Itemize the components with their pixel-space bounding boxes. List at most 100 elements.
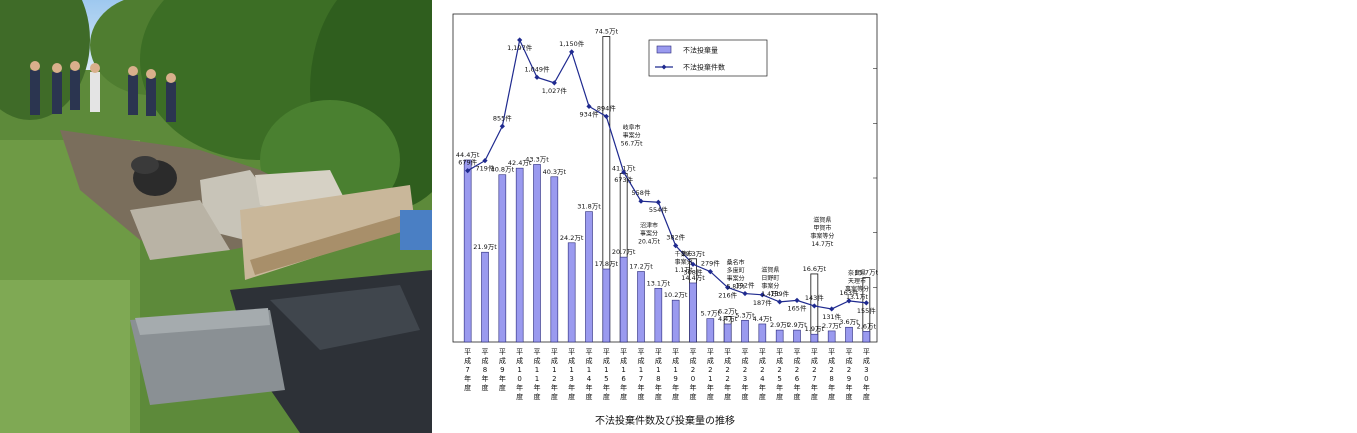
x-tick-label: 平 xyxy=(499,348,506,356)
x-tick-label: 年 xyxy=(551,383,558,392)
x-tick-label: 度 xyxy=(534,392,541,401)
x-tick-label: 度 xyxy=(828,392,835,401)
cases-label: 673件 xyxy=(614,175,633,184)
x-tick-label: 0 xyxy=(691,375,695,383)
amount-label: 43.3万t xyxy=(525,155,549,163)
cases-label: 279件 xyxy=(701,259,720,268)
x-tick-label: 平 xyxy=(534,348,541,356)
x-tick-label: 年 xyxy=(776,383,783,392)
amount-label: 42.4万t xyxy=(508,159,532,167)
cases-label: 934件 xyxy=(580,109,599,118)
x-tick-label: 平 xyxy=(568,348,575,356)
annotation-text: 桑名市 xyxy=(727,259,745,267)
x-tick-label: 成 xyxy=(724,356,731,365)
x-tick-label: 平 xyxy=(828,348,835,356)
chart-panel: 44.4万t 21.9万t 40.8万t 42.4万t 43.3万t 40.3万t 24.2… xyxy=(440,0,890,433)
amount-bar xyxy=(741,319,749,343)
x-tick-label: 1 xyxy=(552,366,556,374)
x-tick-label: 度 xyxy=(863,392,870,401)
amount-label: 13.1万t xyxy=(647,279,671,287)
x-tick-label: 成 xyxy=(568,356,575,365)
cases-label: 1,049件 xyxy=(524,64,550,73)
chart-canvas: 44.4万t21.9万t40.8万t42.4万t43.3万t40.3万t24.2… xyxy=(452,13,879,401)
cases-point xyxy=(482,157,488,164)
annotation-text: 14.7万t xyxy=(811,241,833,248)
annotation-text: 天理市 xyxy=(848,277,866,285)
x-tick-label: 成 xyxy=(464,356,471,365)
x-tick-label: 0 xyxy=(517,375,521,383)
annotation-text: 事案分 xyxy=(761,282,779,290)
legend-label-amount: 不法投棄量 xyxy=(683,46,718,55)
x-tick-label: 7 xyxy=(639,375,643,383)
x-tick-label: 成 xyxy=(516,356,523,365)
x-tick-label: 8 xyxy=(483,366,487,374)
x-tick-label: 1 xyxy=(639,366,643,374)
x-tick-label: 成 xyxy=(638,356,645,365)
x-tick-label: 年 xyxy=(794,383,801,392)
x-tick-label: 2 xyxy=(812,366,816,374)
cases-label: 719件 xyxy=(476,164,495,173)
x-tick-label: 9 xyxy=(500,366,504,374)
cases-point xyxy=(811,303,817,309)
cases-point xyxy=(829,306,835,312)
x-tick-label: 年 xyxy=(690,383,697,392)
x-tick-label: 3 xyxy=(743,375,747,383)
amount-bar xyxy=(585,211,593,343)
x-tick-label: 度 xyxy=(742,392,749,401)
x-tick-label: 度 xyxy=(516,392,523,401)
cases-point xyxy=(690,261,696,267)
amount-bar xyxy=(810,333,819,343)
annotation-text: 20.4万t xyxy=(638,238,660,245)
x-tick-label: 度 xyxy=(638,392,645,401)
x-tick-label: 0 xyxy=(864,375,868,383)
annotation-text: 滋賀県 xyxy=(813,216,831,224)
amount-bar xyxy=(845,326,853,343)
x-tick-label: 年 xyxy=(828,383,835,392)
cases-label: 165件 xyxy=(788,303,807,312)
x-tick-label: 平 xyxy=(846,348,853,356)
x-tick-label: 平 xyxy=(672,348,679,356)
x-tick-label: 成 xyxy=(586,356,593,365)
x-tick-label: 平 xyxy=(655,348,662,356)
amount-bar xyxy=(602,268,611,343)
chart-caption: 不法投棄件数及び投棄量の推移 xyxy=(595,416,735,427)
x-tick-label: 年 xyxy=(464,374,471,383)
amount-bar xyxy=(515,167,524,343)
annotation-text: 岐阜市 xyxy=(623,123,641,131)
x-tick-label: 度 xyxy=(499,383,506,392)
x-tick-label: 成 xyxy=(846,356,853,365)
x-tick-label: 年 xyxy=(724,383,731,392)
annotation-text: 事案等分 xyxy=(810,232,834,240)
legend-label-cases: 不法投棄件数 xyxy=(683,63,725,72)
x-tick-label: 4 xyxy=(587,375,592,383)
cases-label: 143件 xyxy=(805,293,824,302)
x-tick-label: 成 xyxy=(655,356,662,365)
annotation-text: 日野町 xyxy=(761,274,779,282)
amount-label: 31.8万t xyxy=(577,203,601,211)
x-tick-label: 1 xyxy=(604,366,608,374)
x-tick-label: 成 xyxy=(482,356,489,365)
annotation-text: 甲賀市 xyxy=(813,224,831,232)
amount-label: 4.4万t xyxy=(718,315,738,323)
x-tick-label: 1 xyxy=(587,366,591,374)
x-tick-label: 平 xyxy=(638,348,645,356)
x-tick-label: 年 xyxy=(672,383,679,392)
x-tick-label: 平 xyxy=(724,348,731,356)
x-tick-label: 年 xyxy=(499,374,506,383)
x-tick-label: 年 xyxy=(759,383,766,392)
annotation-text: 事案分 xyxy=(675,258,693,266)
x-tick-label: 年 xyxy=(655,383,662,392)
x-tick-label: 平 xyxy=(603,348,610,356)
amount-bar xyxy=(637,271,645,343)
cases-point xyxy=(742,290,748,297)
x-tick-label: 2 xyxy=(847,366,851,374)
x-tick-label: 4 xyxy=(760,375,765,383)
amount-label: 2.9万t xyxy=(787,321,807,329)
total-label: 41.1万t xyxy=(612,164,636,172)
x-tick-label: 成 xyxy=(690,356,697,365)
x-tick-label: 年 xyxy=(846,383,853,392)
x-tick-label: 平 xyxy=(776,348,783,356)
amount-bar xyxy=(567,242,576,343)
cases-label: 131件 xyxy=(822,312,841,321)
x-tick-label: 6 xyxy=(795,375,800,383)
